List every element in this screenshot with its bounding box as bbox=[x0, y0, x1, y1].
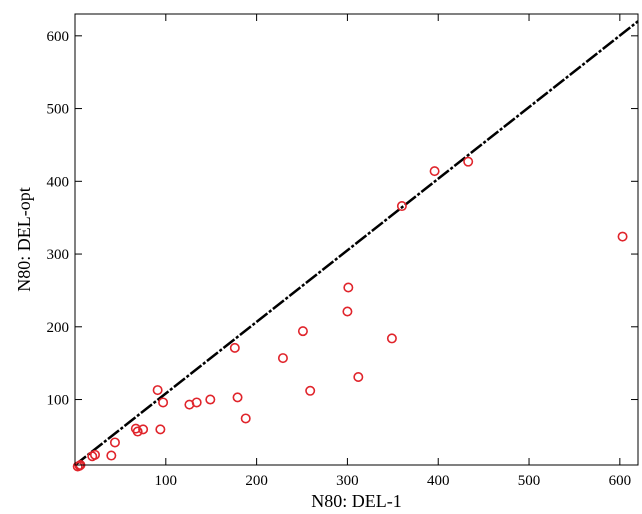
x-tick-label: 400 bbox=[427, 473, 450, 489]
data-point bbox=[138, 424, 149, 435]
x-axis-ticks: 100 200 300 400 500 600 bbox=[155, 14, 632, 489]
reference-line bbox=[74, 20, 639, 466]
plot-frame bbox=[74, 13, 639, 466]
y-axis-label: N80: DEL-opt bbox=[14, 187, 34, 291]
data-point bbox=[152, 385, 163, 396]
y-axis-ticks: 100 200 300 400 500 600 bbox=[47, 29, 638, 409]
data-point bbox=[240, 413, 251, 424]
data-point bbox=[297, 326, 308, 337]
x-tick-label: 200 bbox=[245, 473, 268, 489]
data-point bbox=[277, 353, 288, 364]
y-tick-label: 100 bbox=[47, 393, 70, 409]
data-point bbox=[89, 449, 100, 460]
data-point bbox=[155, 424, 166, 435]
x-axis-label: N80: DEL-1 bbox=[311, 491, 401, 511]
data-point bbox=[343, 282, 354, 293]
x-tick-label: 100 bbox=[155, 473, 178, 489]
data-point bbox=[158, 397, 169, 408]
data-point bbox=[305, 385, 316, 396]
data-point bbox=[429, 166, 440, 177]
x-tick-label: 300 bbox=[336, 473, 359, 489]
data-point bbox=[109, 437, 120, 448]
data-point bbox=[617, 231, 628, 242]
data-points bbox=[72, 156, 628, 472]
data-point bbox=[353, 371, 364, 382]
y-tick-label: 300 bbox=[47, 247, 70, 263]
y-tick-label: 400 bbox=[47, 174, 70, 190]
y-tick-label: 600 bbox=[47, 29, 70, 45]
x-tick-label: 500 bbox=[518, 473, 541, 489]
data-point bbox=[342, 306, 353, 317]
data-point bbox=[463, 156, 474, 167]
data-point bbox=[229, 342, 240, 353]
data-point bbox=[205, 394, 216, 405]
data-point bbox=[106, 450, 117, 461]
data-point bbox=[386, 333, 397, 344]
data-point bbox=[132, 426, 143, 437]
x-tick-label: 600 bbox=[609, 473, 632, 489]
y-tick-label: 200 bbox=[47, 320, 70, 336]
data-point bbox=[232, 392, 243, 403]
data-point bbox=[191, 397, 202, 408]
y-tick-label: 500 bbox=[47, 102, 70, 118]
data-point bbox=[396, 201, 407, 212]
